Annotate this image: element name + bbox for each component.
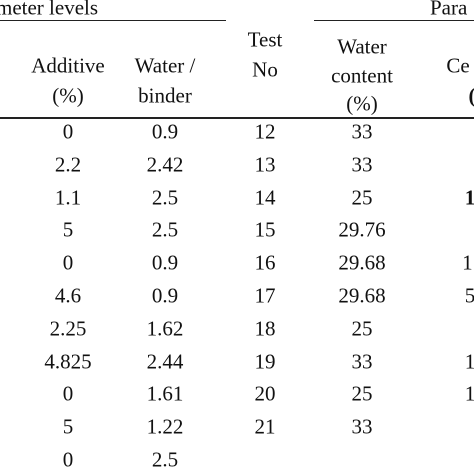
table-cell: 1 [464,185,474,210]
table-cell: 29.68 [338,283,386,308]
column-header: binder [138,83,192,108]
table-cell: 33 [351,119,373,144]
column-header: Water / [134,53,196,78]
table-cell: 1.22 [146,414,184,439]
table-cell: 2.42 [146,152,184,177]
group-rule [314,20,474,21]
group-rule [0,20,226,21]
table-cell: 1 [464,381,474,406]
table-cell: 17 [254,283,276,308]
table-cell: 21 [254,414,276,439]
group-header: meter levels [0,0,99,20]
column-header: Ce [446,53,470,78]
table-cell: 33 [351,349,373,374]
table-cell: 25 [351,316,373,341]
table-cell: 16 [254,250,276,275]
table-cell: 1 [464,349,474,374]
table-cell: 5 [464,283,474,308]
table-cell: 1.1 [54,185,82,210]
table-cell: 33 [351,414,373,439]
table-cell: 0 [62,250,74,275]
table-cell: 4.825 [44,349,92,374]
table-cell: 2.5 [151,217,179,242]
table-cell: 14 [254,185,276,210]
table-cell: 2.2 [54,152,82,177]
table-cell: 25 [351,185,373,210]
table-cell: 29.68 [338,250,386,275]
table-cell: 15 [254,217,276,242]
table-cell: 0.9 [151,250,179,275]
column-header: (%) [346,91,378,116]
column-header: (%) [52,83,84,108]
column-header: content [331,63,393,88]
table-cell: 12 [254,119,276,144]
table-cell: 5 [62,217,74,242]
table-cell: 29.76 [338,217,386,242]
table-cell: 5 [62,414,74,439]
column-header: Water [337,34,387,59]
header-rule [0,117,474,119]
table-cell: 20 [254,381,276,406]
table-cell: 0 [62,447,74,472]
table-cell: 0 [62,381,74,406]
table-cell: 0.9 [151,119,179,144]
column-header: Test [247,27,283,52]
table-cell: 1.62 [146,316,184,341]
table-cell: 18 [254,316,276,341]
table-cell: 25 [351,381,373,406]
column-header: No [252,57,278,82]
table-cell: 33 [351,152,373,177]
table-cell: 1. [462,250,474,275]
table-cell: 19 [254,349,276,374]
table-cell: 1.61 [146,381,184,406]
table-cell: 2.5 [151,185,179,210]
group-header: Para [430,0,468,20]
table-cell: 13 [254,152,276,177]
table-cell: 4.6 [54,283,82,308]
table-cell: 2.5 [151,447,179,472]
table-cell: 0.9 [151,283,179,308]
table-cell: 0 [62,119,74,144]
column-header: Additive [31,53,105,78]
table-cell: 2.44 [146,349,184,374]
column-header: ( [469,85,474,107]
table-cell: 2.25 [49,316,87,341]
